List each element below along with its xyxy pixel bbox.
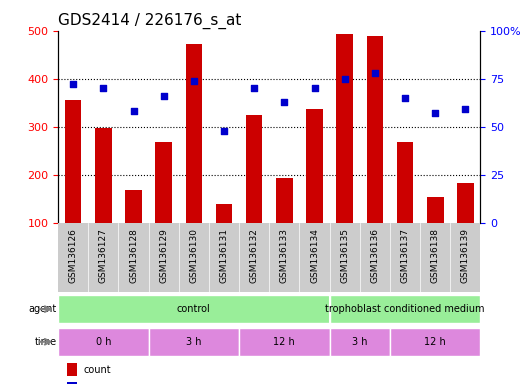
Text: control: control [177,304,211,314]
Text: count: count [83,365,111,375]
Text: agent: agent [29,304,56,314]
Point [371,70,379,76]
Bar [366,36,383,223]
Text: 3 h: 3 h [186,337,202,347]
Text: 0 h: 0 h [96,337,111,347]
Text: time: time [34,337,56,347]
FancyBboxPatch shape [58,295,329,323]
Text: GSM136137: GSM136137 [401,228,410,283]
Text: GSM136128: GSM136128 [129,228,138,283]
Point [69,81,78,88]
Bar [185,44,202,223]
Text: GSM136126: GSM136126 [69,228,78,283]
Bar [67,363,77,376]
FancyBboxPatch shape [148,328,239,356]
Text: GSM136135: GSM136135 [340,228,349,283]
Point [431,110,439,116]
Bar [95,127,111,223]
Bar [457,184,474,223]
Text: 12 h: 12 h [274,337,295,347]
FancyBboxPatch shape [239,328,329,356]
Bar [427,197,444,223]
Point [310,85,319,91]
Text: GSM136127: GSM136127 [99,228,108,283]
Point [280,99,289,105]
Text: GSM136129: GSM136129 [159,228,168,283]
Point [129,108,138,114]
FancyBboxPatch shape [58,328,148,356]
Text: 12 h: 12 h [425,337,446,347]
Bar [397,142,413,223]
Bar [67,382,77,384]
Text: GSM136139: GSM136139 [461,228,470,283]
Text: 3 h: 3 h [352,337,367,347]
Text: GSM136138: GSM136138 [431,228,440,283]
Text: GSM136130: GSM136130 [190,228,199,283]
Text: GSM136133: GSM136133 [280,228,289,283]
Text: GSM136134: GSM136134 [310,228,319,283]
Bar [155,142,172,223]
Point [190,78,198,84]
Text: GSM136136: GSM136136 [370,228,380,283]
Bar [306,109,323,223]
Bar [125,190,142,223]
FancyBboxPatch shape [329,328,390,356]
Point [220,127,228,134]
Text: GDS2414 / 226176_s_at: GDS2414 / 226176_s_at [58,13,241,29]
FancyBboxPatch shape [329,295,480,323]
Bar [276,178,293,223]
Point [341,76,349,82]
Point [99,85,108,91]
Text: GSM136132: GSM136132 [250,228,259,283]
Point [250,85,258,91]
Point [159,93,168,99]
FancyBboxPatch shape [390,328,480,356]
Bar [246,115,262,223]
Bar [216,204,232,223]
Text: GSM136131: GSM136131 [220,228,229,283]
Point [401,95,409,101]
Point [461,106,469,113]
Bar [65,100,81,223]
Text: trophoblast conditioned medium: trophoblast conditioned medium [325,304,485,314]
Bar [336,34,353,223]
